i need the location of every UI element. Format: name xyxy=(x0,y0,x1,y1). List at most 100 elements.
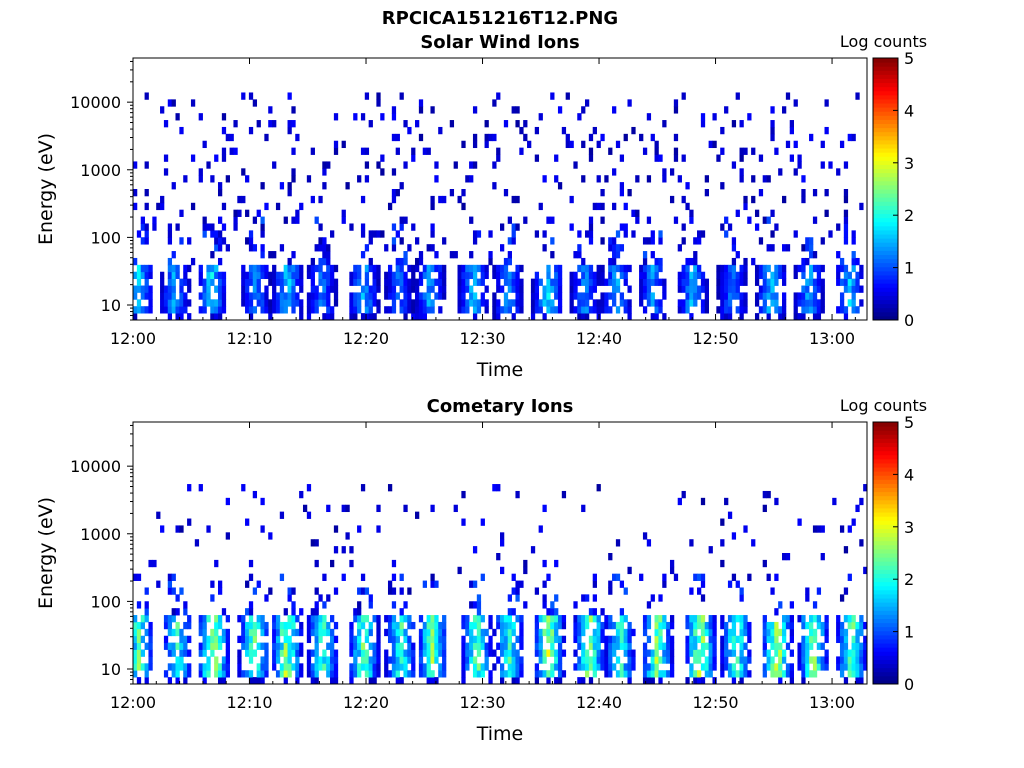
heatmap-cell xyxy=(573,635,578,644)
heatmap-cell xyxy=(507,642,512,650)
heatmap-cell xyxy=(639,573,644,581)
heatmap-cell xyxy=(847,649,852,657)
heatmap-cell xyxy=(415,120,420,128)
heatmap-cell xyxy=(689,285,694,293)
colorbar-segment xyxy=(873,242,898,247)
heatmap-cell xyxy=(689,271,694,280)
heatmap-cell xyxy=(279,628,285,637)
heatmap-cell xyxy=(492,99,497,107)
heatmap-cell xyxy=(511,642,516,650)
heatmap-cell xyxy=(511,313,516,321)
heatmap-cell xyxy=(836,264,841,273)
heatmap-cell xyxy=(469,175,474,183)
heatmap-cell xyxy=(357,635,362,644)
heatmap-cell xyxy=(843,313,849,321)
heatmap-cell xyxy=(534,154,540,162)
heatmap-cell xyxy=(272,299,277,307)
heatmap-cell xyxy=(415,257,420,266)
heatmap-cell xyxy=(704,306,710,314)
heatmap-cell xyxy=(542,292,547,300)
heatmap-cell xyxy=(333,299,339,307)
heatmap-cell xyxy=(789,670,794,678)
heatmap-cell xyxy=(333,677,339,685)
heatmap-cell xyxy=(399,649,404,657)
heatmap-cell xyxy=(573,278,578,286)
heatmap-cell xyxy=(538,525,543,533)
heatmap-cell xyxy=(546,264,551,273)
heatmap-cell xyxy=(326,161,331,169)
heatmap-cell xyxy=(789,120,794,128)
colorbar-tick-label: 0 xyxy=(904,675,914,694)
colorbar-segment xyxy=(873,287,898,292)
heatmap-cell xyxy=(584,670,590,678)
heatmap-cell xyxy=(604,663,609,671)
heatmap-cell xyxy=(206,223,211,231)
colorbar-segment xyxy=(873,270,898,276)
heatmap-cell xyxy=(391,649,397,657)
heatmap-cell xyxy=(654,621,659,630)
heatmap-cell xyxy=(612,237,617,245)
heatmap-cell xyxy=(519,642,524,650)
heatmap-cell xyxy=(391,306,397,314)
heatmap-cell xyxy=(515,223,520,231)
heatmap-cell xyxy=(793,313,798,321)
heatmap-cell xyxy=(816,587,822,595)
heatmap-cell xyxy=(221,663,227,671)
heatmap-cell xyxy=(584,306,590,314)
heatmap-cell xyxy=(245,299,250,307)
heatmap-cell xyxy=(476,299,482,307)
heatmap-cell xyxy=(360,113,366,121)
colorbar-segment xyxy=(873,66,898,71)
heatmap-cell xyxy=(511,677,516,685)
heatmap-cell xyxy=(179,525,184,533)
heatmap-cell xyxy=(546,677,551,685)
heatmap-cell xyxy=(604,175,609,183)
heatmap-cell xyxy=(326,251,331,259)
heatmap-cell xyxy=(612,278,617,286)
heatmap-cell xyxy=(615,621,621,630)
heatmap-cell xyxy=(812,615,818,623)
heatmap-cell xyxy=(372,299,377,307)
heatmap-cell xyxy=(843,642,849,650)
heatmap-cell xyxy=(496,278,501,286)
heatmap-cell xyxy=(461,264,466,273)
heatmap-cell xyxy=(542,285,547,293)
heatmap-cell xyxy=(480,278,485,286)
heatmap-cell xyxy=(724,649,729,657)
heatmap-cell xyxy=(287,642,292,650)
heatmap-cell xyxy=(364,663,370,671)
heatmap-cell xyxy=(299,306,304,314)
heatmap-cell xyxy=(187,484,192,492)
heatmap-cell xyxy=(650,663,655,671)
heatmap-cell xyxy=(442,663,447,671)
heatmap-cell xyxy=(372,649,377,657)
heatmap-cell xyxy=(809,133,814,142)
heatmap-cell xyxy=(264,621,269,630)
heatmap-cell xyxy=(391,559,397,568)
heatmap-cell xyxy=(136,601,142,609)
heatmap-cell xyxy=(619,642,625,650)
heatmap-cells xyxy=(133,484,868,685)
heatmap-cell xyxy=(534,271,540,280)
heatmap-cell xyxy=(407,621,412,630)
heatmap-cell xyxy=(349,271,354,280)
heatmap-cell xyxy=(314,608,319,616)
heatmap-cell xyxy=(376,504,381,513)
x-tick-label: 12:50 xyxy=(692,693,738,712)
heatmap-cell xyxy=(608,257,613,266)
heatmap-cell xyxy=(538,670,543,678)
heatmap-cell xyxy=(789,621,794,630)
heatmap-cell xyxy=(272,635,277,644)
heatmap-cell xyxy=(399,299,404,307)
heatmap-cell xyxy=(399,271,404,280)
heatmap-cell xyxy=(144,663,149,671)
heatmap-cell xyxy=(403,292,408,300)
heatmap-cell xyxy=(627,285,632,293)
heatmap-cell xyxy=(395,292,400,300)
heatmap-cell xyxy=(175,223,180,231)
heatmap-cell xyxy=(430,244,435,252)
heatmap-cell xyxy=(592,635,597,644)
heatmap-cell xyxy=(133,285,138,293)
heatmap-cell xyxy=(353,306,358,314)
heatmap-cell xyxy=(480,518,485,526)
